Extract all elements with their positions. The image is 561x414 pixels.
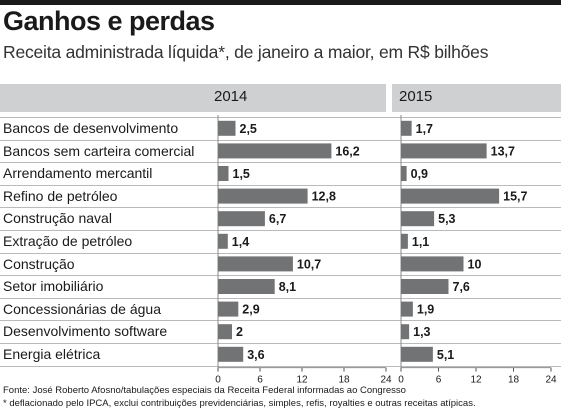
data-label: 1,3 [413,325,430,339]
category-label: Construção [3,255,75,272]
data-label: 1,5 [233,167,250,181]
row-separator [0,230,561,231]
bar-2015 [401,233,408,249]
x-tick-label: 18 [508,375,520,386]
row-separator [0,139,561,141]
top-rule [0,0,561,5]
x-tick-label: 12 [470,375,482,386]
bar-2014 [218,120,236,136]
category-label: Desenvolvimento software [3,323,168,340]
row-separator [0,275,561,277]
x-tick-label: 24 [545,375,557,386]
bar-2015 [401,301,413,317]
row-separator [0,365,561,367]
data-label: 10,7 [297,257,321,271]
x-tick-label: 6 [257,375,263,386]
data-label: 5,1 [437,348,454,362]
bar-2015 [401,279,449,294]
panel-year-2014: 2014 [214,88,248,105]
panel-year-2015: 2015 [399,88,433,105]
x-tick-label: 6 [436,375,442,386]
x-tick-label: 0 [215,375,221,386]
bar-2015 [401,324,410,340]
bar-2015 [401,166,407,181]
data-label: 5,3 [438,212,455,226]
data-label: 1,1 [412,235,429,249]
bar-2014 [218,301,239,317]
row-separator [0,207,561,209]
chart-subtitle: Receita administrada líquida*, de janeir… [3,42,489,62]
bar-2015 [401,346,433,362]
data-label: 1,4 [232,235,249,249]
data-label: 12,8 [312,190,336,204]
row-separator [0,184,561,186]
footnote: * deflacionado pelo IPCA, exclui contrib… [3,398,476,409]
bar-2014 [218,188,308,204]
row-separator [0,297,561,299]
row-separator [0,252,561,254]
bar-2014 [218,211,265,227]
data-label: 2,5 [240,122,257,136]
x-tick-label: 24 [380,375,392,386]
source-note: Fonte: José Roberto Afosno/tabulações es… [3,385,406,396]
data-label: 2,9 [242,303,259,317]
bar-2015 [401,143,487,159]
data-label: 8,1 [279,280,296,294]
category-label: Extração de petróleo [3,233,133,249]
category-label: Setor imobiliário [3,278,104,295]
row-separator [0,117,561,118]
data-label: 3,6 [247,348,264,362]
bar-2014 [218,233,228,249]
bar-2015 [401,188,500,204]
bar-2014 [218,143,332,159]
x-tick-label: 0 [398,375,404,386]
panel-header-2015 [392,84,561,112]
bar-2014 [218,256,293,272]
chart-title: Ganhos e perdas [3,6,215,36]
category-label: Arrendamento mercantil [3,165,153,182]
data-label: 7,6 [453,280,470,294]
category-label: Bancos de desenvolvimento [3,120,179,136]
category-label: Refino de petróleo [3,187,118,204]
row-separator [0,343,561,344]
category-label: Construção naval [3,210,112,227]
data-label: 0,9 [411,167,428,181]
data-label: 6,7 [269,212,286,226]
data-label: 1,7 [416,122,433,136]
bar-2014 [218,279,275,294]
bar-2015 [401,120,412,136]
data-label: 10 [468,257,482,271]
data-label: 2 [236,325,243,339]
panel-header-2014 [0,84,386,112]
bar-2015 [401,256,464,272]
data-label: 15,7 [503,190,527,204]
row-separator [0,320,561,322]
row-separator [0,162,561,164]
bar-2015 [401,211,435,227]
bar-2014 [218,346,244,362]
category-label: Bancos sem carteira comercial [3,142,195,159]
x-tick-label: 18 [338,375,350,386]
data-label: 16,2 [335,144,359,158]
x-tick-label: 12 [296,375,308,386]
data-label: 13,7 [491,144,515,158]
category-label: Concessionárias de água [3,300,161,317]
category-label: Energia elétrica [3,346,101,362]
bar-2014 [218,166,229,181]
data-label: 1,9 [417,303,434,317]
bar-2014 [218,324,232,340]
